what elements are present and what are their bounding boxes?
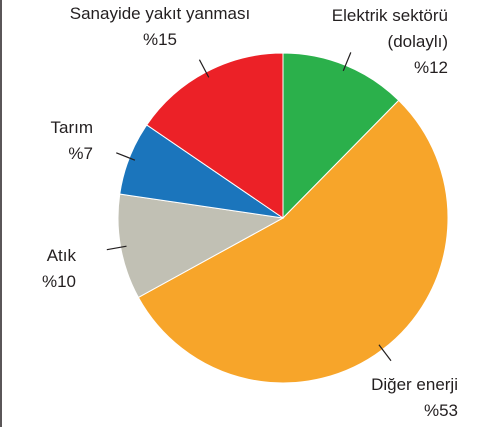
slice-label: Sanayide yakıt yanması %15 [40, 1, 280, 53]
slice-label: Diğer enerji %53 [298, 372, 458, 424]
leader-line [198, 59, 210, 78]
value-label: %12 [413, 58, 448, 77]
slice-label: Atık %10 [0, 243, 76, 295]
value-label: %53 [423, 401, 458, 420]
value-label: %15 [142, 30, 178, 49]
category-label: Tarım [50, 118, 94, 137]
slice-label: Tarım %7 [0, 115, 94, 167]
category-label: Atık [46, 246, 76, 265]
value-label: %10 [41, 272, 76, 291]
leader-line [342, 52, 352, 72]
value-label: %7 [68, 144, 93, 163]
leader-line [106, 245, 127, 251]
leader-line [378, 344, 392, 362]
category-label: Sanayide yakıt yanması [69, 4, 251, 23]
category-label: Diğer enerji [371, 375, 458, 394]
category-label: Elektrik sektörü (dolaylı) [331, 6, 448, 51]
leader-line [116, 152, 136, 161]
slice-label: Elektrik sektörü (dolaylı) %12 [308, 3, 448, 81]
